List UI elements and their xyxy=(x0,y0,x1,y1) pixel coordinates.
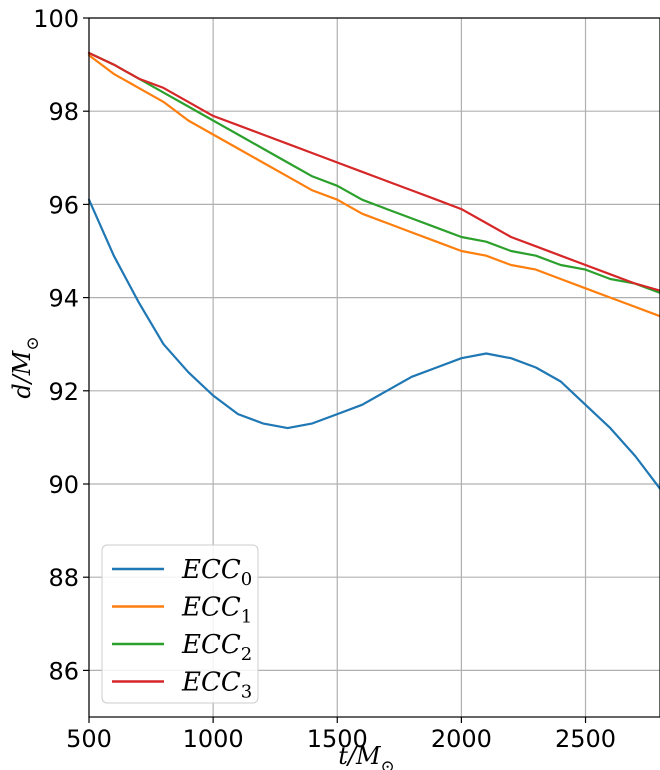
legend-label: ECC1 xyxy=(181,593,252,628)
plot-frame xyxy=(88,17,660,718)
x-tick-label: 500 xyxy=(66,725,112,753)
y-axis-label: d/M⊙ xyxy=(8,336,43,398)
legend-label: ECC2 xyxy=(181,630,252,665)
x-tick-label: 1000 xyxy=(183,725,244,753)
series-line-ecc2 xyxy=(87,51,660,294)
tick-labels: 500 1000 1500 2000 2500 86 88 90 92 94 96 98 100 xyxy=(33,5,616,753)
x-axis-label-text: t/M xyxy=(338,742,382,770)
series-line-ecc1 xyxy=(87,54,660,318)
series-line-ecc3 xyxy=(87,51,660,292)
legend-label: ECC3 xyxy=(181,668,252,703)
legend-box xyxy=(101,544,259,704)
y-tick-label: 90 xyxy=(48,471,79,499)
x-tick-label: 2000 xyxy=(431,725,492,753)
x-tick-label: 1500 xyxy=(307,725,368,753)
x-tick-label: 2500 xyxy=(555,725,616,753)
series-line-ecc0 xyxy=(87,198,660,490)
legend-label: ECC0 xyxy=(181,555,252,590)
y-tick-label: 88 xyxy=(48,564,79,592)
x-axis-label-subscript: ⊙ xyxy=(381,757,395,770)
y-axis-label-text: d/M xyxy=(8,349,36,398)
y-tick-label: 96 xyxy=(48,191,79,219)
series-group xyxy=(87,51,660,490)
y-tick-label: 86 xyxy=(48,657,79,685)
y-tick-label: 98 xyxy=(48,98,79,126)
x-axis-label: t/M⊙ xyxy=(338,742,395,770)
y-tick-label: 100 xyxy=(33,5,79,33)
y-tick-label: 92 xyxy=(48,378,79,406)
y-tick-label: 94 xyxy=(48,285,79,313)
y-axis-label-subscript: ⊙ xyxy=(23,336,43,350)
